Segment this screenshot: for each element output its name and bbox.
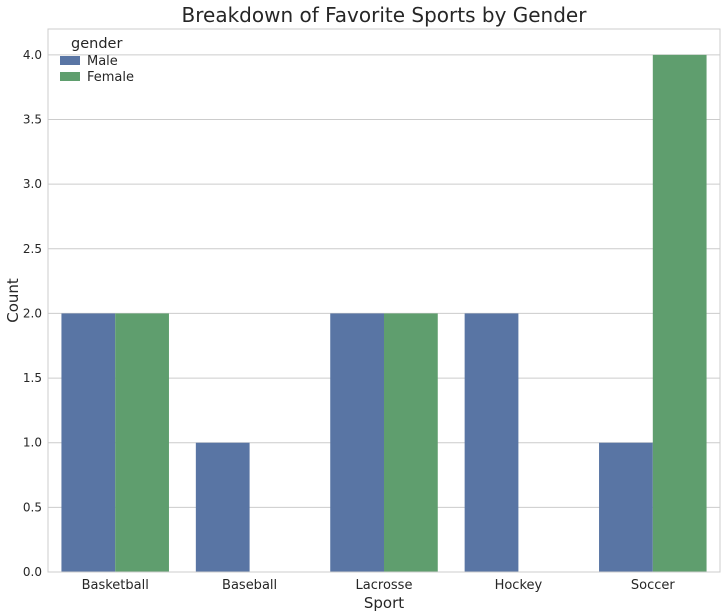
x-tick-label: Hockey (495, 578, 543, 593)
y-tick-label: 0.5 (23, 500, 42, 514)
bar-lacrosse-female (384, 313, 438, 572)
plot-area-frame (47, 28, 721, 573)
bar-soccer-female (652, 54, 707, 573)
legend-label-male: Male (87, 54, 118, 69)
y-tick-label: 3.0 (23, 177, 42, 191)
bar-lacrosse-male (330, 313, 384, 572)
legend-label-female: Female (87, 70, 134, 85)
x-tick-label: Lacrosse (356, 578, 413, 593)
legend-title: gender (71, 36, 122, 52)
y-axis-label: Count (4, 278, 22, 323)
x-tick-label: Baseball (222, 578, 277, 593)
y-tick-label: 0.0 (23, 565, 42, 579)
y-tick-label: 1.0 (23, 436, 42, 450)
legend-swatch-female (60, 72, 80, 81)
y-tick-label: 1.5 (23, 371, 42, 385)
y-tick-label: 2.5 (23, 242, 42, 256)
x-tick-label: Basketball (82, 578, 149, 593)
x-tick-label: Soccer (631, 578, 675, 593)
bar-basketball-female (115, 313, 169, 572)
y-tick-label: 2.0 (23, 306, 42, 320)
legend-swatch-male (60, 56, 80, 65)
bar-basketball-male (61, 313, 116, 572)
bar-soccer-male (599, 442, 653, 572)
bar-baseball-male (195, 442, 250, 572)
bar-hockey-male (464, 313, 519, 572)
y-tick-label: 3.5 (23, 113, 42, 127)
chart-title: Breakdown of Favorite Sports by Gender (182, 3, 588, 27)
bars-group (61, 54, 707, 573)
x-axis-label: Sport (364, 594, 404, 612)
x-tick-labels: Basketball Baseball Lacrosse Hockey Soccer (82, 578, 676, 593)
y-tick-labels: 0.0 0.5 1.0 1.5 2.0 2.5 3.0 3.5 4.0 (23, 48, 42, 579)
y-tick-label: 4.0 (23, 48, 42, 62)
